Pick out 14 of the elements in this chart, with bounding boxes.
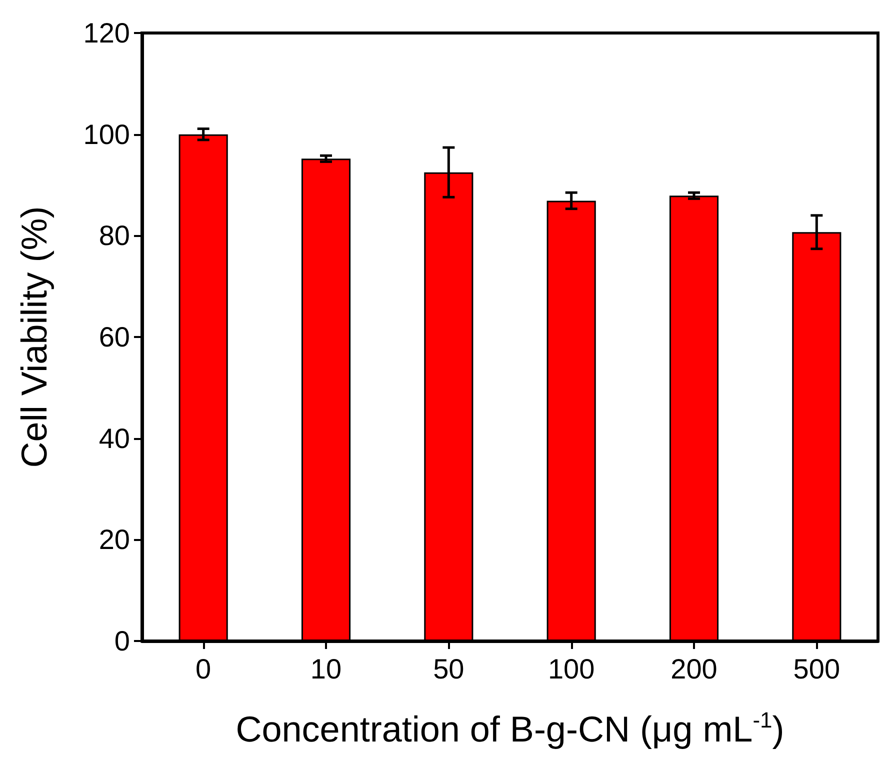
y-tick-label: 60 [98, 322, 130, 352]
y-tick-label: 120 [83, 18, 130, 48]
y-tick-label: 0 [114, 626, 130, 656]
x-tick-label: 10 [310, 654, 342, 684]
x-tick-label: 500 [793, 654, 840, 684]
x-tick-label: 0 [196, 654, 212, 684]
y-tick-label: 100 [83, 118, 130, 150]
x-tick-label: 50 [433, 654, 464, 684]
x-tick-label: 100 [548, 654, 595, 684]
x-tick-label: 200 [670, 654, 718, 684]
y-tick-label: 20 [98, 524, 130, 556]
y-tick-label: 80 [98, 220, 130, 252]
y-axis-title: Cell Viability (%) [14, 206, 54, 468]
y-tick-label: 40 [98, 422, 130, 454]
